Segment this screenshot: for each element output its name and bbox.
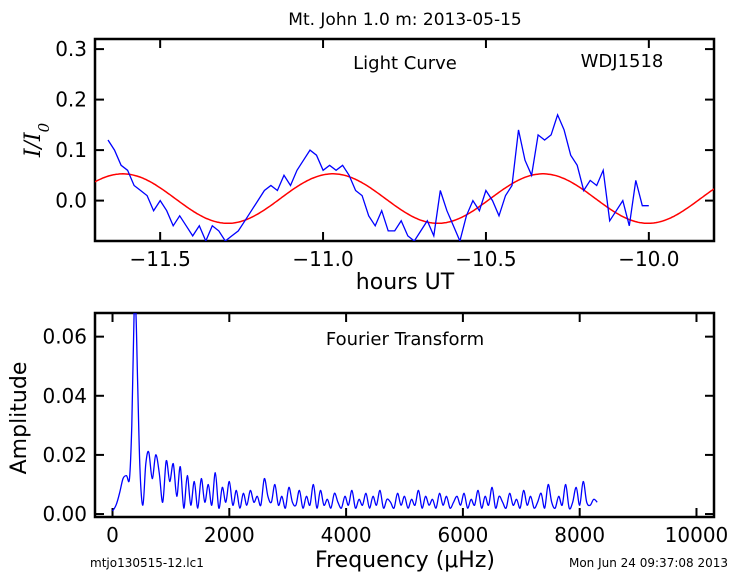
light-curve-series [95, 112, 714, 241]
fourier-transform-xtick-label: 6000 [437, 523, 488, 547]
fourier-transform-ticks: 0 2000 4000 6000 8000 10000 0.00 0.02 0.04 0.06 [42, 313, 728, 547]
light-curve-xtick-label: −10.5 [455, 247, 516, 271]
fourier-transform-series [111, 313, 598, 512]
fourier-spectrum-line [111, 313, 598, 512]
light-curve-ytick-label: 0.3 [55, 37, 87, 61]
fourier-transform-ylabel: Amplitude [7, 362, 32, 475]
fourier-transform-xtick-label: 10000 [665, 523, 729, 547]
light-curve-ytick-label: 0.0 [55, 189, 87, 213]
fourier-transform-xlabel: Frequency (μHz) [315, 548, 495, 573]
figure-title: Mt. John 1.0 m: 2013-05-15 [288, 10, 521, 30]
fourier-transform-ytick-label: 0.00 [42, 502, 87, 526]
fourier-transform-panel: 0 2000 4000 6000 8000 10000 0.00 0.02 0.04 0.06 F… [7, 311, 728, 573]
footer-filename: mtjo130515-12.lc1 [90, 556, 204, 570]
fourier-transform-xtick-label: 2000 [204, 523, 255, 547]
light-curve-ytick-label: 0.2 [55, 88, 87, 112]
fourier-transform-xtick-label: 8000 [554, 523, 605, 547]
fit-curve-line [95, 173, 714, 225]
fourier-transform-xtick-label: 0 [106, 523, 119, 547]
fourier-transform-ytick-label: 0.02 [42, 443, 87, 467]
light-curve-xtick-label: −11.5 [130, 247, 191, 271]
footer-timestamp: Mon Jun 24 09:37:08 2013 [569, 556, 728, 570]
light-curve-ylabel: I/I0 [21, 122, 53, 158]
light-curve-xtick-label: −11.0 [292, 247, 353, 271]
fourier-transform-label: Fourier Transform [326, 329, 484, 350]
object-name-label: WDJ1518 [581, 51, 664, 72]
light-curve-xlabel: hours UT [356, 270, 455, 295]
fourier-transform-ytick-label: 0.06 [42, 325, 87, 349]
fourier-transform-ytick-label: 0.04 [42, 384, 87, 408]
light-curve-line [107, 112, 649, 241]
light-curve-label: Light Curve [353, 53, 457, 74]
light-curve-frame [93, 37, 716, 243]
light-curve-panel: −11.5 −11.0 −10.5 −10.0 0.0 0.1 0.2 0.3 Light C… [21, 37, 716, 295]
light-curve-xtick-label: −10.0 [618, 247, 679, 271]
fourier-transform-xtick-label: 4000 [321, 523, 372, 547]
fourier-transform-frame [93, 311, 716, 519]
light-curve-ytick-label: 0.1 [55, 138, 87, 162]
light-curve-ticks: −11.5 −11.0 −10.5 −10.0 0.0 0.1 0.2 0.3 [55, 37, 714, 271]
